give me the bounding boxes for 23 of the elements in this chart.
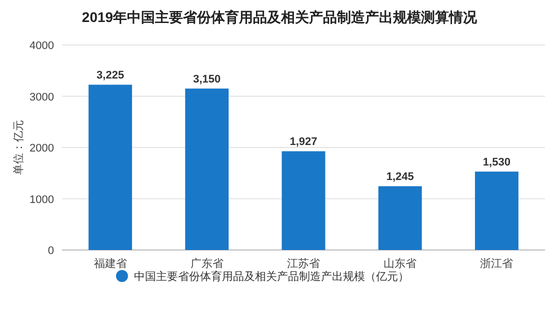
bar: [378, 186, 422, 250]
data-label: 3,150: [193, 74, 221, 86]
y-axis-title: 单位：亿元: [12, 120, 25, 175]
x-tick-label: 浙江省: [480, 257, 514, 270]
bar: [88, 84, 132, 250]
data-label: 1,245: [386, 171, 414, 184]
x-tick-label: 江苏省: [287, 257, 320, 270]
chart-title: 2019年中国主要省份体育用品及相关产品制造产出规模测算情况: [82, 9, 478, 25]
data-label: 3,225: [96, 70, 124, 82]
y-tick-label: 3000: [30, 91, 54, 104]
bar: [185, 88, 229, 250]
data-label: 1,927: [290, 136, 318, 148]
y-tick-label: 4000: [30, 40, 54, 52]
y-tick-label: 0: [48, 245, 54, 257]
x-tick-label: 福建省: [94, 257, 127, 270]
x-tick-label: 广东省: [190, 257, 224, 270]
legend-label: 中国主要省份体育用品及相关产品制造产出规模（亿元）: [134, 270, 409, 283]
y-tick-label: 1000: [30, 194, 54, 206]
x-tick-label: 山东省: [384, 257, 417, 270]
data-label: 1,530: [482, 156, 510, 169]
y-tick-label: 2000: [30, 142, 54, 154]
bar: [474, 172, 518, 250]
bar: [282, 151, 326, 250]
